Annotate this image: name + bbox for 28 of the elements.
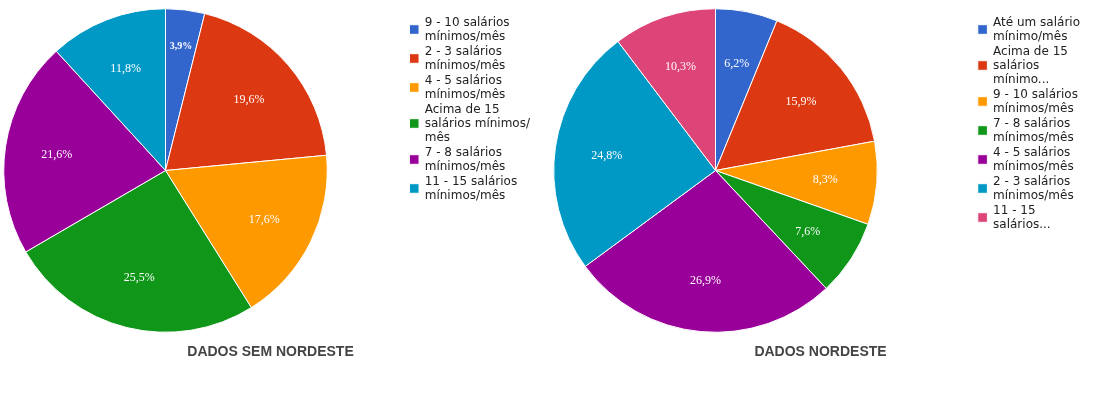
legend-label: 4 - 5 salários mínimos/mês [424,73,506,101]
legend-label: 7 - 8 salários mínimos/mês [424,145,506,173]
data-label: 26,9% [689,273,721,288]
data-label: 25,5% [123,270,155,285]
data-label: 6,2% [724,55,750,70]
legend-label: 11 - 15 salários... [993,203,1051,231]
data-label: 21,6% [41,146,73,161]
data-label: 17,6% [248,212,280,227]
legend-label: 4 - 5 salários mínimos/mês [993,145,1074,173]
data-label: 7,6% [795,223,821,238]
legend-label: 7 - 8 salários mínimos/mês [993,116,1074,144]
data-label: 19,6% [233,91,265,106]
data-label: 11,8% [110,60,141,75]
text: DADOS SEM NORDESTE [187,342,354,359]
data-label: 15,9% [785,94,817,109]
legend-label: 2 - 3 salários mínimos/mês [424,44,506,72]
legend-label: 11 - 15 salários mínimos/mês [424,174,518,202]
legend-label: 9 - 10 salários mínimos/mês [424,15,510,43]
legend-label: Acima de 15 salários mínimo... [993,44,1068,86]
legend-label: 9 - 10 salários mínimos/mês [993,87,1078,115]
legend-label: Até um salário mínimo/mês [993,15,1080,43]
legend-label: 2 - 3 salários mínimos/mês [993,174,1074,202]
text: DADOS NORDESTE [754,342,887,359]
data-label: 8,3% [812,172,838,187]
data-label: 3,9% [169,39,193,51]
legend-label: Acima de 15 salários mínimos/ mês [424,102,530,144]
data-label: 24,8% [591,147,623,162]
data-label: 10,3% [665,59,697,74]
